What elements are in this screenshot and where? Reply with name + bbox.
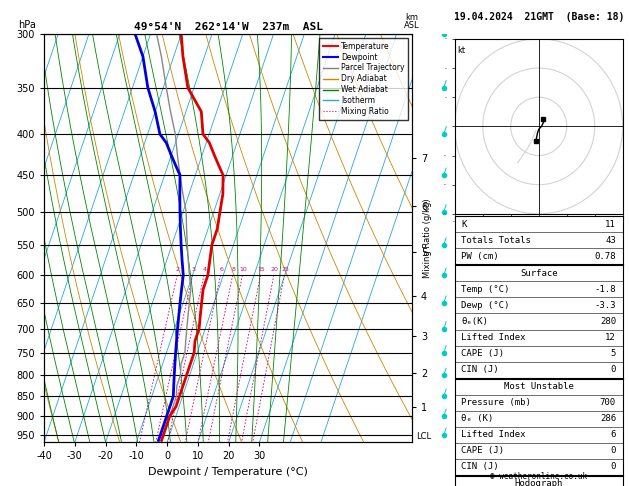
Text: 15: 15 [257,267,265,272]
Text: Totals Totals: Totals Totals [462,236,532,245]
Text: K: K [462,220,467,229]
Text: 0: 0 [611,446,616,455]
Text: -1.8: -1.8 [594,285,616,294]
Text: 286: 286 [600,414,616,423]
Text: θₑ (K): θₑ (K) [462,414,494,423]
Text: 43: 43 [605,236,616,245]
Text: Lifted Index: Lifted Index [462,430,526,439]
Text: Surface: Surface [520,269,557,278]
Text: Lifted Index: Lifted Index [462,333,526,342]
Text: 11: 11 [605,220,616,229]
Text: PW (cm): PW (cm) [462,252,499,261]
Text: 3: 3 [191,267,196,272]
Text: Dewp (°C): Dewp (°C) [462,301,510,310]
Text: 10: 10 [239,267,247,272]
Text: kt: kt [457,46,465,55]
X-axis label: Dewpoint / Temperature (°C): Dewpoint / Temperature (°C) [148,467,308,477]
Text: 5: 5 [611,349,616,358]
Text: © weatheronline.co.uk: © weatheronline.co.uk [490,472,587,481]
Text: Temp (°C): Temp (°C) [462,285,510,294]
Text: -3.3: -3.3 [594,301,616,310]
Text: 700: 700 [600,398,616,407]
Text: 20: 20 [270,267,279,272]
Text: 0.78: 0.78 [594,252,616,261]
Text: 6: 6 [611,430,616,439]
Text: Most Unstable: Most Unstable [504,382,574,391]
Text: CIN (J): CIN (J) [462,365,499,374]
Text: θₑ(K): θₑ(K) [462,317,488,326]
Text: 25: 25 [281,267,289,272]
Text: 8: 8 [231,267,235,272]
Text: 0: 0 [611,462,616,471]
Text: LCL: LCL [416,433,431,441]
Title: 49°54'N  262°14'W  237m  ASL: 49°54'N 262°14'W 237m ASL [133,22,323,32]
Text: 6: 6 [220,267,223,272]
Text: Hodograph: Hodograph [515,479,563,486]
Text: Pressure (mb): Pressure (mb) [462,398,532,407]
Text: 12: 12 [605,333,616,342]
Text: 19.04.2024  21GMT  (Base: 18): 19.04.2024 21GMT (Base: 18) [454,12,624,22]
Text: Mixing Ratio (g/kg): Mixing Ratio (g/kg) [423,198,432,278]
Text: 0: 0 [611,365,616,374]
Text: km
ASL: km ASL [404,13,420,30]
Text: hPa: hPa [18,20,36,30]
Text: CIN (J): CIN (J) [462,462,499,471]
Legend: Temperature, Dewpoint, Parcel Trajectory, Dry Adiabat, Wet Adiabat, Isotherm, Mi: Temperature, Dewpoint, Parcel Trajectory… [319,38,408,120]
Text: 4: 4 [203,267,207,272]
Text: 2: 2 [176,267,180,272]
Text: CAPE (J): CAPE (J) [462,349,504,358]
Text: CAPE (J): CAPE (J) [462,446,504,455]
Text: 280: 280 [600,317,616,326]
